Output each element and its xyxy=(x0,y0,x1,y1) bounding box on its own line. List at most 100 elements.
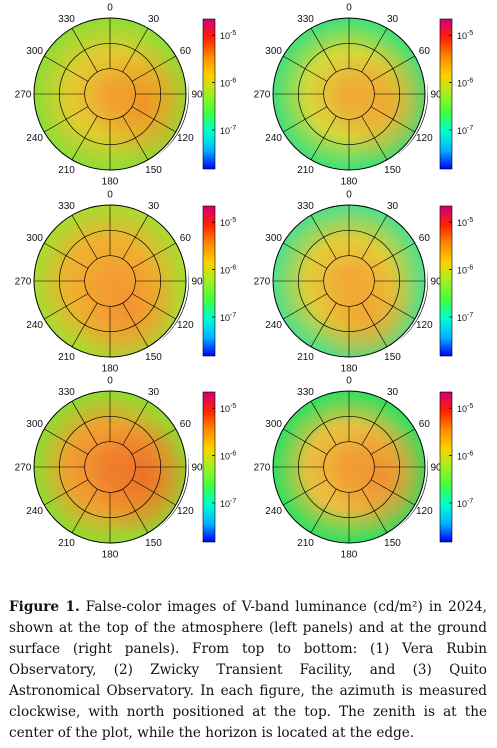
azimuth-label: 0 xyxy=(107,190,113,201)
colorbar: 10-5 10-6 10-7 xyxy=(202,18,236,170)
azimuth-label: 90 xyxy=(191,90,203,101)
grid-spoke xyxy=(310,488,337,533)
colorbar-tick-label: 10-6 xyxy=(220,265,236,276)
azimuth-label: 120 xyxy=(177,320,194,331)
azimuth-label: 240 xyxy=(265,506,282,517)
colorbar-tick-label: 10-7 xyxy=(220,312,236,323)
azimuth-label: 30 xyxy=(148,14,160,25)
colorbar: 10-5 10-6 10-7 xyxy=(439,205,473,357)
azimuth-label: 120 xyxy=(416,320,433,331)
azimuth-label: 180 xyxy=(341,550,358,561)
azimuth-label: 0 xyxy=(107,3,113,14)
colorbar-scale xyxy=(202,391,216,543)
grid-spoke xyxy=(131,55,176,82)
polar-panel-quito-toa: 030609012015018021024027030033010-510-61… xyxy=(15,376,237,561)
polar-panel-rubin-ground: 030609012015018021024027030033010-510-61… xyxy=(254,3,474,188)
caption-text: False-color images of V-band luminance (… xyxy=(9,599,487,741)
azimuth-label: 120 xyxy=(177,133,194,144)
azimuth-label: 120 xyxy=(177,506,194,517)
grid-spoke xyxy=(131,428,176,455)
grid-spoke xyxy=(361,28,388,73)
azimuth-label: 210 xyxy=(58,538,75,549)
grid-spoke xyxy=(122,215,149,260)
azimuth-label: 300 xyxy=(265,419,282,430)
colorbar-tick-label: 10-7 xyxy=(220,125,236,136)
grid-spoke xyxy=(361,401,388,446)
azimuth-label: 60 xyxy=(180,419,192,430)
grid-spoke xyxy=(310,302,337,347)
grid-spoke xyxy=(283,106,328,133)
azimuth-label: 150 xyxy=(384,538,401,549)
azimuth-label: 330 xyxy=(297,387,314,398)
azimuth-label: 60 xyxy=(419,233,431,244)
azimuth-label: 210 xyxy=(297,165,314,176)
azimuth-label: 180 xyxy=(102,177,119,188)
colorbar-tick-label: 10-6 xyxy=(457,265,473,276)
azimuth-label: 330 xyxy=(58,387,75,398)
grid-spoke xyxy=(44,242,89,269)
azimuth-label: 90 xyxy=(430,90,442,101)
glow-lobe xyxy=(92,417,186,537)
azimuth-label: 90 xyxy=(430,463,442,474)
azimuth-label: 180 xyxy=(341,177,358,188)
grid-spoke xyxy=(122,115,149,160)
horizon-shadow xyxy=(157,265,189,343)
azimuth-label: 30 xyxy=(387,387,399,398)
azimuth-label: 30 xyxy=(387,201,399,212)
grid-spoke xyxy=(283,428,328,455)
grid-spoke xyxy=(44,479,89,506)
azimuth-label: 150 xyxy=(145,165,162,176)
figure-caption: Figure 1. False-color images of V-band l… xyxy=(9,597,487,744)
grid-spoke xyxy=(122,401,149,446)
polar-panel-rubin-toa: 030609012015018021024027030033010-510-61… xyxy=(15,3,237,188)
azimuth-label: 60 xyxy=(419,419,431,430)
azimuth-label: 300 xyxy=(26,233,43,244)
colorbar-tick-label: 10-6 xyxy=(220,78,236,89)
colorbar-tick-label: 10-6 xyxy=(457,78,473,89)
azimuth-label: 240 xyxy=(26,133,43,144)
azimuth-label: 30 xyxy=(148,387,160,398)
glow-lobe xyxy=(76,251,180,357)
grid-spoke xyxy=(44,106,89,133)
azimuth-label: 300 xyxy=(265,233,282,244)
caption-label: Figure 1. xyxy=(9,599,80,615)
horizon-shadow xyxy=(396,78,428,156)
grid-spoke xyxy=(71,302,98,347)
azimuth-label: 0 xyxy=(107,376,113,387)
horizon-shadow xyxy=(157,451,190,529)
azimuth-label: 240 xyxy=(26,506,43,517)
azimuth-label: 90 xyxy=(430,277,442,288)
azimuth-label: 210 xyxy=(297,538,314,549)
azimuth-label: 0 xyxy=(346,190,352,201)
azimuth-label: 240 xyxy=(265,133,282,144)
grid-spoke xyxy=(71,115,98,160)
azimuth-label: 330 xyxy=(58,14,75,25)
grid-spoke xyxy=(44,55,89,82)
grid-spoke xyxy=(131,293,176,320)
grid-spoke xyxy=(122,28,149,73)
azimuth-label: 30 xyxy=(148,201,160,212)
azimuth-label: 210 xyxy=(297,352,314,363)
azimuth-label: 330 xyxy=(297,14,314,25)
grid-spoke xyxy=(122,302,149,347)
colorbar: 10-5 10-6 10-7 xyxy=(202,391,236,543)
polar-panel-ztf-ground: 030609012015018021024027030033010-510-61… xyxy=(254,190,474,375)
grid-spoke xyxy=(361,215,388,260)
colorbar-tick-label: 10-5 xyxy=(220,30,236,41)
grid-spoke xyxy=(131,242,176,269)
horizon-shadow xyxy=(157,78,190,156)
azimuth-label: 0 xyxy=(346,3,352,14)
grid-spoke xyxy=(310,28,337,73)
grid-spoke xyxy=(283,293,328,320)
azimuth-label: 300 xyxy=(265,46,282,57)
glow-lobe xyxy=(331,417,425,537)
azimuth-label: 330 xyxy=(297,201,314,212)
grid-spoke xyxy=(131,106,176,133)
grid-spoke xyxy=(370,428,415,455)
azimuth-label: 90 xyxy=(191,463,203,474)
azimuth-label: 120 xyxy=(416,133,433,144)
colorbar-scale xyxy=(439,391,453,543)
grid-spoke xyxy=(370,479,415,506)
azimuth-label: 270 xyxy=(254,277,271,288)
colorbar: 10-5 10-6 10-7 xyxy=(202,205,236,357)
